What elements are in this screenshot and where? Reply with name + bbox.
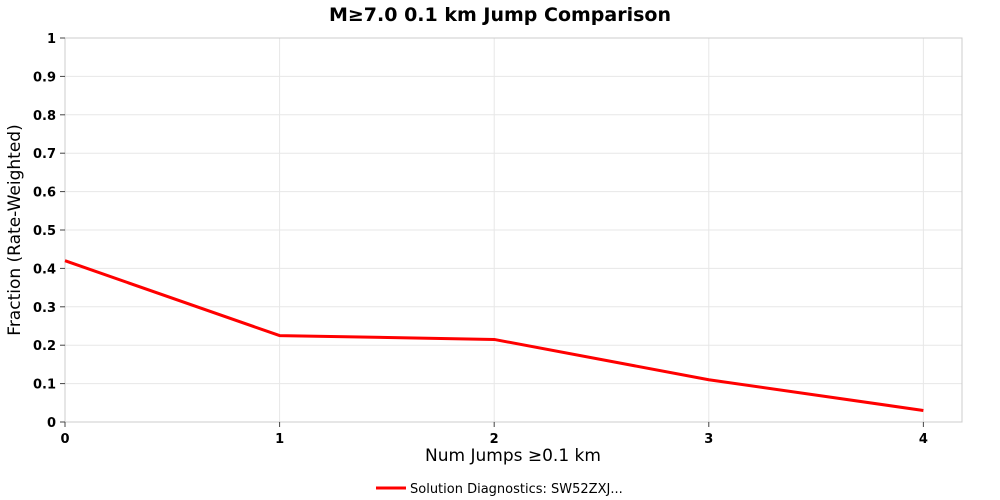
y-tick-label: 0.7	[33, 147, 56, 162]
x-axis-label: Num Jumps ≥0.1 km	[425, 446, 601, 466]
legend-label: Solution Diagnostics: SW52ZXJ...	[410, 482, 623, 497]
y-axis-label: Fraction (Rate-Weighted)	[5, 124, 25, 335]
y-tick-label: 0.8	[33, 109, 56, 124]
series-line	[64, 259, 924, 412]
plot-area: 0 0.1 0.2 0.3 0.4 0.5 0.6 0.7 0.8 0.9 1 0 1 2 3 4	[33, 32, 963, 447]
y-tick-label: 0.4	[33, 262, 56, 277]
y-tick-label: 0.1	[33, 378, 56, 393]
y-tick-label: 0.3	[33, 301, 56, 316]
y-tick-label: 0.6	[33, 186, 56, 201]
x-tick-label: 2	[490, 432, 499, 447]
y-tick-label: 0.2	[33, 339, 56, 354]
x-tick-label: 3	[704, 432, 713, 447]
y-tick-label: 0.9	[33, 70, 56, 85]
x-tick-label: 4	[919, 432, 928, 447]
y-tick-label: 0	[47, 416, 56, 431]
y-tick-label: 1	[47, 32, 56, 47]
x-tick-label: 1	[275, 432, 284, 447]
y-tick-label: 0.5	[33, 224, 56, 239]
chart-title: M≥7.0 0.1 km Jump Comparison	[329, 4, 671, 26]
legend: Solution Diagnostics: SW52ZXJ...	[376, 482, 623, 497]
x-tick-label: 0	[60, 432, 69, 447]
